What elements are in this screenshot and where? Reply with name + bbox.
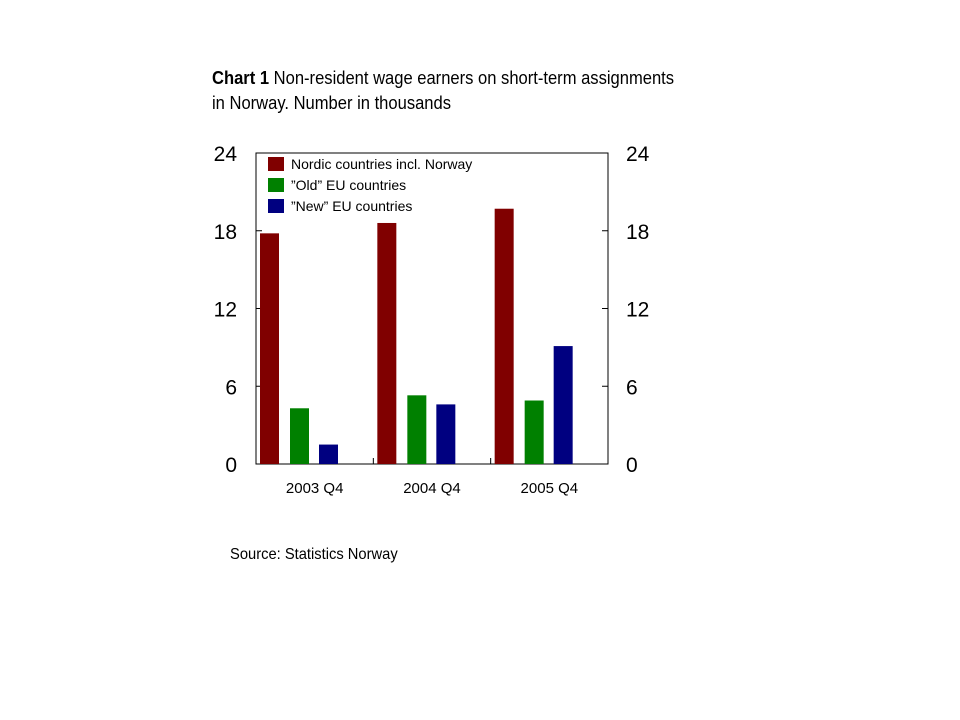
bar xyxy=(436,404,456,464)
bar xyxy=(407,395,427,464)
legend-label: ”Old” EU countries xyxy=(291,177,406,193)
chart-title: Chart 1 Non-resident wage earners on sho… xyxy=(212,66,690,116)
y-tick-label-left: 0 xyxy=(225,454,237,477)
legend-label: ”New” EU countries xyxy=(291,198,412,214)
bar xyxy=(524,400,544,464)
y-tick-label-left: 18 xyxy=(214,221,237,244)
y-tick-label-left: 6 xyxy=(225,376,237,399)
legend-label: Nordic countries incl. Norway xyxy=(291,156,472,172)
y-tick-label-right: 6 xyxy=(626,376,638,399)
y-tick-label-right: 24 xyxy=(626,143,650,166)
chart-title-text: Non-resident wage earners on short-term … xyxy=(212,68,675,113)
source-note: Source: Statistics Norway xyxy=(230,546,398,563)
legend-swatch xyxy=(268,199,284,213)
bar xyxy=(319,444,338,464)
y-tick-label-right: 0 xyxy=(626,454,638,477)
chart-title-lead: Chart 1 xyxy=(212,68,270,88)
bar xyxy=(377,222,397,464)
legend-swatch xyxy=(268,157,284,171)
y-tick-label-right: 12 xyxy=(626,299,649,322)
y-tick-label-left: 12 xyxy=(214,299,237,322)
x-category-label: 2003 Q4 xyxy=(286,480,344,497)
y-tick-label-right: 18 xyxy=(626,221,649,244)
bar xyxy=(494,208,514,464)
x-category-label: 2005 Q4 xyxy=(521,480,579,497)
x-category-label: 2004 Q4 xyxy=(403,480,461,497)
bar xyxy=(290,408,309,464)
bar xyxy=(553,346,573,464)
legend-swatch xyxy=(268,178,284,192)
y-tick-label-left: 24 xyxy=(214,143,238,166)
bar xyxy=(260,233,279,464)
